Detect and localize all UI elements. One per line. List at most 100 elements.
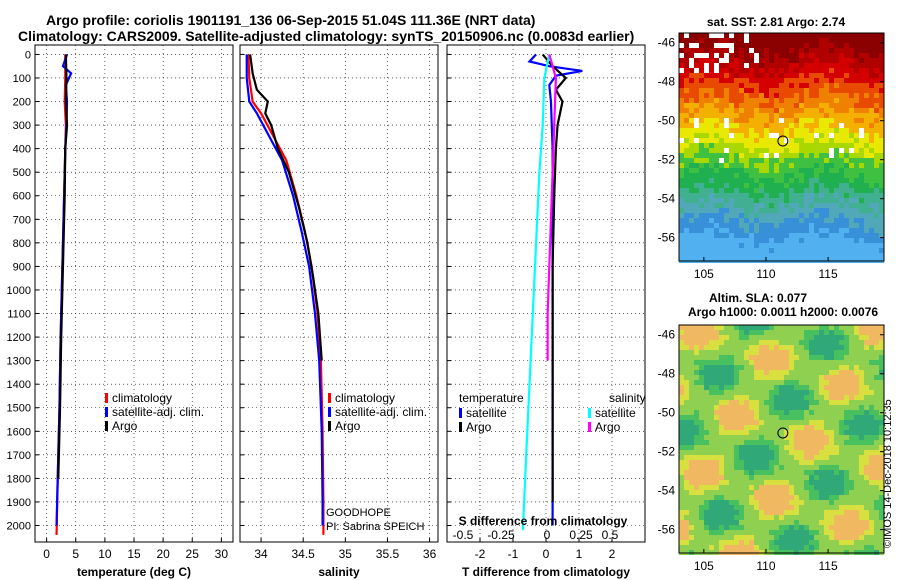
series-line-argo: [249, 54, 323, 361]
legend-label: satellite: [595, 406, 636, 420]
plot-title: Argo profile: coriolis 1901191_136 06-Se…: [46, 12, 536, 28]
x-tick-label: 2: [609, 547, 616, 561]
plot-subtitle: Climatology: CARS2009. Satellite-adjuste…: [18, 28, 635, 44]
map-lat-label: -46: [658, 36, 676, 50]
depth-tick-label: 1300: [7, 356, 31, 368]
x-tick-label: 25: [186, 547, 200, 561]
depth-tick-label: 0: [25, 49, 31, 61]
legend-title: salinity: [609, 391, 646, 405]
annotation-text: PI: Sabrina SPEICH: [326, 521, 424, 533]
x-tick-label: -2: [475, 547, 486, 561]
x-tick-label: 0: [543, 547, 550, 561]
x-tick-label: 34.5: [292, 547, 316, 561]
legend-swatch: [588, 422, 591, 432]
secondary-x-axis-label: S difference from climatology: [459, 514, 628, 528]
map-lon-label: 110: [756, 267, 775, 281]
depth-tick-label: 300: [13, 120, 31, 132]
map-lon-label: 105: [694, 559, 714, 573]
sla-map-title: Altim. SLA: 0.077: [709, 291, 807, 305]
sst-map-title: sat. SST: 2.81 Argo: 2.74: [707, 15, 846, 29]
legend-label: satellite-adj. clim.: [335, 405, 427, 419]
secondary-x-tick-label: -0.25: [487, 528, 515, 542]
map-lat-label: -52: [658, 153, 676, 167]
map-lat-label: -54: [658, 192, 676, 206]
series-line-salinity-argo: [546, 54, 558, 361]
depth-tick-label: 800: [13, 238, 31, 250]
map-lat-label: -48: [658, 367, 676, 381]
map-frame: [678, 32, 885, 262]
x-tick-label: 15: [127, 547, 141, 561]
depth-tick-label: 1500: [7, 403, 31, 415]
legend-swatch: [328, 407, 331, 417]
x-tick-label: 1: [576, 547, 583, 561]
x-tick-label: 35: [339, 547, 353, 561]
map-lon-label: 110: [756, 559, 775, 573]
imos-watermark: ©IMOS 14-Dec-2018 10:12:35: [882, 399, 894, 548]
depth-tick-label: 1600: [7, 426, 31, 438]
legend-swatch: [459, 408, 462, 418]
depth-tick-label: 400: [13, 144, 31, 156]
x-tick-label: 0: [43, 547, 50, 561]
secondary-x-tick-label: 0.25: [569, 528, 593, 542]
legend-label: Argo: [112, 419, 138, 433]
legend-swatch: [105, 407, 108, 417]
series-line-salinity-satellite: [521, 54, 551, 531]
map-lat-label: -46: [658, 328, 676, 342]
legend-swatch: [105, 421, 108, 431]
x-tick-label: 35.5: [376, 547, 400, 561]
legend-label: climatology: [112, 391, 172, 405]
map-lat-label: -50: [658, 406, 676, 420]
legend-label: Argo: [335, 419, 361, 433]
map-frame: [678, 324, 885, 554]
series-line-argo: [57, 54, 69, 479]
series-line-satellite-adj-clim-: [245, 54, 324, 526]
map-lat-label: -56: [658, 231, 676, 245]
legend-swatch: [328, 421, 331, 431]
legend-title: temperature: [459, 391, 524, 405]
annotation-text: GOODHOPE: [326, 507, 391, 519]
argo-position-marker: [777, 427, 789, 439]
legend-label: satellite-adj. clim.: [112, 405, 204, 419]
depth-tick-label: 1700: [7, 450, 31, 462]
depth-tick-label: 1900: [7, 497, 31, 509]
map-lat-label: -56: [658, 523, 676, 537]
panel-frame-salinity: [239, 44, 439, 543]
sla-heatmap: [679, 325, 884, 555]
depth-tick-label: 1800: [7, 473, 31, 485]
map-lon-label: 115: [819, 559, 838, 573]
x-tick-label: 20: [156, 547, 170, 561]
secondary-x-tick-label: -0.5: [453, 528, 474, 542]
map-lon-label: 105: [694, 267, 714, 281]
legend-label: Argo: [595, 420, 621, 434]
depth-tick-label: 1400: [7, 379, 31, 391]
legend-label: satellite: [466, 406, 507, 420]
depth-tick-label: 2000: [7, 521, 31, 533]
legend-swatch: [459, 422, 462, 432]
argo-position-marker: [777, 135, 789, 147]
series-line-argo: [541, 53, 568, 502]
depth-tick-label: 100: [13, 73, 31, 85]
x-axis-label: T difference from climatology: [462, 565, 630, 579]
sla-map-subtitle: Argo h1000: 0.0011 h2000: 0.0076: [688, 305, 878, 319]
map-lat-label: -50: [658, 114, 676, 128]
map-lat-label: -54: [658, 484, 676, 498]
x-axis-label: temperature (deg C): [77, 565, 191, 579]
x-tick-label: 36: [423, 547, 437, 561]
map-lat-label: -48: [658, 75, 676, 89]
depth-tick-label: 1200: [7, 332, 31, 344]
legend-swatch: [328, 393, 331, 403]
legend-label: Argo: [466, 420, 492, 434]
x-tick-label: -1: [508, 547, 519, 561]
x-tick-label: 34: [254, 547, 268, 561]
x-tick-label: 5: [72, 547, 79, 561]
x-tick-label: 10: [98, 547, 112, 561]
sst-heatmap: [679, 33, 884, 263]
depth-tick-label: 700: [13, 214, 31, 226]
depth-tick-label: 500: [13, 167, 31, 179]
x-axis-label: salinity: [318, 565, 360, 579]
depth-tick-label: 1000: [7, 285, 31, 297]
x-tick-label: 30: [215, 547, 229, 561]
legend-swatch: [588, 408, 591, 418]
map-lon-label: 115: [819, 267, 838, 281]
